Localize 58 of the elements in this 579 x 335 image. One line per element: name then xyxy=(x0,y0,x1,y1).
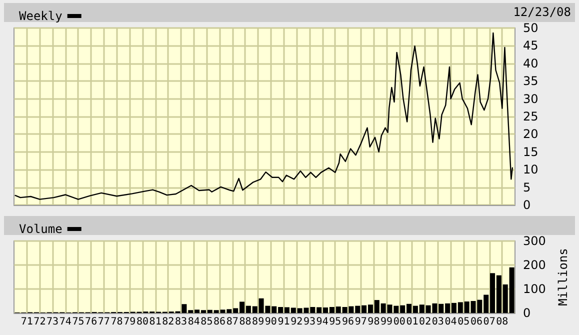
x-tick-label: 91 xyxy=(278,316,290,328)
x-tick-label: 89 xyxy=(252,316,264,328)
x-tick-label: 01 xyxy=(406,316,418,328)
x-tick-label: 86 xyxy=(214,316,226,328)
y-tick-label: 100 xyxy=(523,282,546,296)
x-tick-label: 90 xyxy=(264,316,277,328)
legend-label: Weekly xyxy=(18,9,62,23)
x-tick-label: 03 xyxy=(432,316,444,328)
y-tick-label: 40 xyxy=(523,56,538,70)
x-tick-label: 94 xyxy=(316,316,328,328)
x-tick-label: 08 xyxy=(496,316,508,328)
x-tick-label: 96 xyxy=(342,316,354,328)
x-tick-label: 73 xyxy=(46,316,59,328)
y-tick-label: 0 xyxy=(523,306,531,320)
x-tick-label: 99 xyxy=(380,316,393,328)
x-tick-label: 93 xyxy=(303,316,316,328)
x-tick-label: 98 xyxy=(368,316,380,328)
x-tick-label: 81 xyxy=(149,316,162,328)
x-tick-label: 77 xyxy=(98,316,110,328)
y-tick-label: 30 xyxy=(523,92,538,106)
x-tick-label: 82 xyxy=(162,316,174,328)
y-tick-label: 35 xyxy=(523,74,538,88)
y-tick-label: 10 xyxy=(523,162,538,177)
legend-label: Volume xyxy=(18,222,62,236)
x-tick-label: 06 xyxy=(470,316,482,328)
x-tick-label: 95 xyxy=(329,316,342,328)
y-tick-label: 50 xyxy=(523,21,538,35)
y-tick-label: 5 xyxy=(523,180,531,194)
x-tick-label: 76 xyxy=(85,316,98,328)
x-tick-label: 07 xyxy=(483,316,496,328)
y-tick-label: 0 xyxy=(523,198,531,212)
x-tick-label: 97 xyxy=(354,316,367,328)
line-series xyxy=(14,32,514,200)
x-tick-label: 75 xyxy=(72,316,84,328)
x-tick-label: 87 xyxy=(226,316,238,328)
y-tick-label: 45 xyxy=(523,38,538,53)
x-tick-label: 79 xyxy=(124,316,136,328)
y-tick-label: 200 xyxy=(523,258,546,272)
x-tick-label: 02 xyxy=(419,316,432,328)
x-tick-label: 74 xyxy=(59,316,72,328)
text: 12/23/08 xyxy=(513,5,571,19)
x-tick-label: 05 xyxy=(458,316,470,328)
y-axis-title: Millions xyxy=(556,248,570,306)
x-tick-label: 71 xyxy=(20,316,33,328)
x-tick-label: 78 xyxy=(110,316,123,328)
x-tick-label: 85 xyxy=(200,316,213,328)
x-tick-label: 04 xyxy=(444,316,457,328)
x-tick-label: 72 xyxy=(34,316,46,328)
x-tick-label: 84 xyxy=(188,316,200,328)
y-tick-label: 20 xyxy=(523,127,538,142)
y-tick-label: 300 xyxy=(523,234,546,248)
y-tick-label: 25 xyxy=(523,110,538,124)
x-tick-label: 80 xyxy=(136,316,148,328)
x-tick-label: 83 xyxy=(174,316,188,328)
x-tick-label: 88 xyxy=(239,316,252,328)
x-tick-label: 92 xyxy=(290,316,303,328)
x-tick-label: 00 xyxy=(393,316,406,328)
y-tick-label: 15 xyxy=(523,144,538,159)
